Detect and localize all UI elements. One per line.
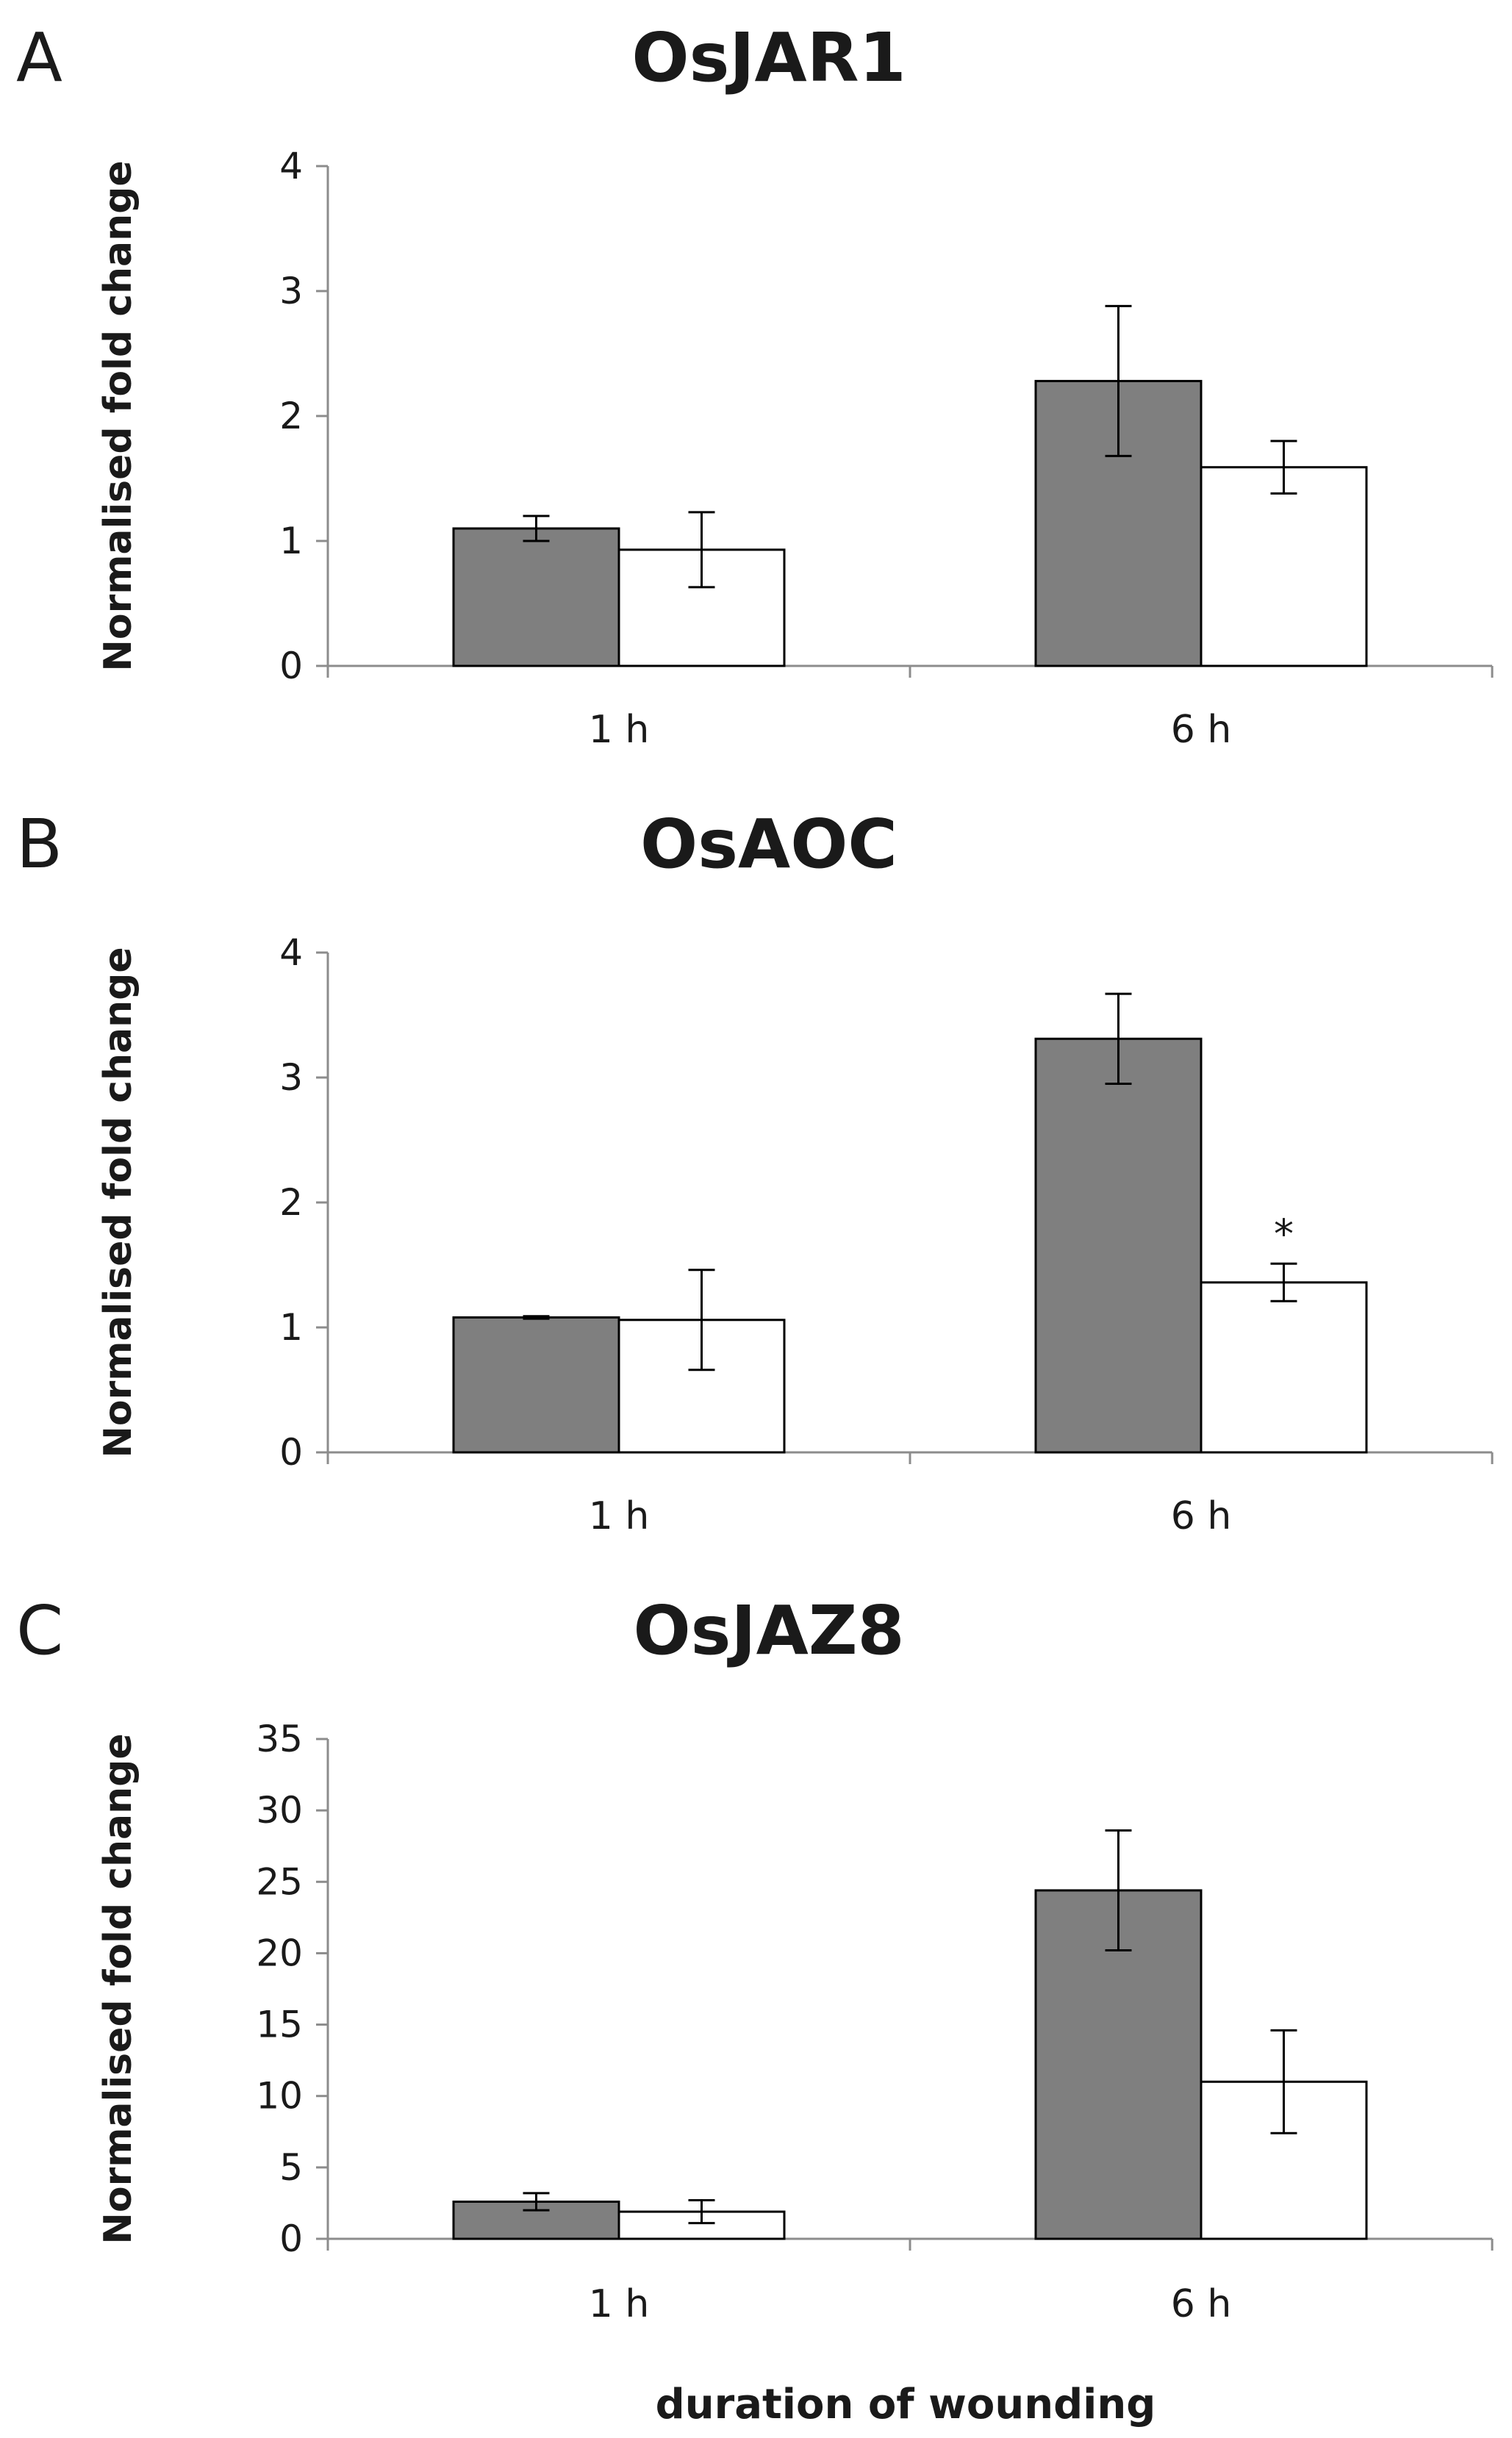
significance-mark: *	[1274, 1211, 1294, 1257]
y-axis-title: Normalised fold change	[96, 1733, 140, 2244]
bar-dark-1	[1034, 1037, 1203, 1454]
y-axis-title: Normalised fold change	[96, 160, 140, 671]
category-label: 6 h	[1171, 708, 1232, 752]
chart-panel-b: B OsAOC Normalised fold change 0 1 2 3 4 1 h 6 h *	[16, 805, 1494, 1538]
y-tick-label: 25	[256, 1860, 303, 1903]
chart-title: OsJAZ8	[633, 1591, 904, 1670]
bar-white-1	[1200, 1281, 1368, 1454]
chart-title: OsAOC	[640, 805, 897, 883]
y-tick-label: 35	[256, 1718, 303, 1760]
panel-label: A	[16, 18, 62, 97]
y-tick-label: 2	[279, 1181, 303, 1224]
y-tick-label: 30	[256, 1789, 303, 1832]
chart-panel-c: C OsJAZ8 Normalised fold change 0 5 10 15 20 25 3…	[16, 1591, 1494, 2326]
y-tick-label: 0	[279, 645, 303, 687]
y-tick-label: 4	[279, 931, 303, 974]
y-tick-label: 3	[279, 270, 303, 312]
y-tick-label: 4	[279, 145, 303, 187]
y-tick-label: 3	[279, 1056, 303, 1099]
category-label: 6 h	[1171, 1494, 1232, 1538]
bar-white-1	[1200, 466, 1368, 667]
y-tick-label: 0	[279, 1431, 303, 1474]
panel-label: C	[16, 1591, 63, 1670]
y-tick-label: 0	[279, 2217, 303, 2260]
y-axis-title: Normalised fold change	[96, 947, 140, 1458]
bar-white-0	[617, 548, 786, 667]
bar-dark-0	[452, 527, 620, 667]
y-tick-label: 10	[256, 2075, 303, 2118]
panel-label: B	[16, 805, 62, 883]
y-tick-label: 20	[256, 1932, 303, 1974]
y-tick-label: 1	[279, 520, 303, 562]
y-tick-label: 2	[279, 395, 303, 437]
chart-panel-a: A OsJAR1 Normalised fold change 0 1 2 3 4 1 h 6 h	[16, 18, 1494, 752]
y-tick-label: 1	[279, 1306, 303, 1349]
y-tick-label: 15	[256, 2004, 303, 2046]
category-label: 1 h	[589, 2282, 650, 2326]
panels-group: A OsJAR1 Normalised fold change 0 1 2 3 4 1 h 6 h…	[16, 18, 1494, 2326]
bar-dark-0	[452, 1316, 620, 1454]
y-tick-label: 5	[279, 2146, 303, 2189]
category-label: 6 h	[1171, 2282, 1232, 2326]
chart-title: OsJAR1	[631, 18, 906, 97]
category-label: 1 h	[589, 1494, 650, 1538]
category-label: 1 h	[589, 708, 650, 752]
x-axis-title: duration of wounding	[656, 2381, 1156, 2428]
